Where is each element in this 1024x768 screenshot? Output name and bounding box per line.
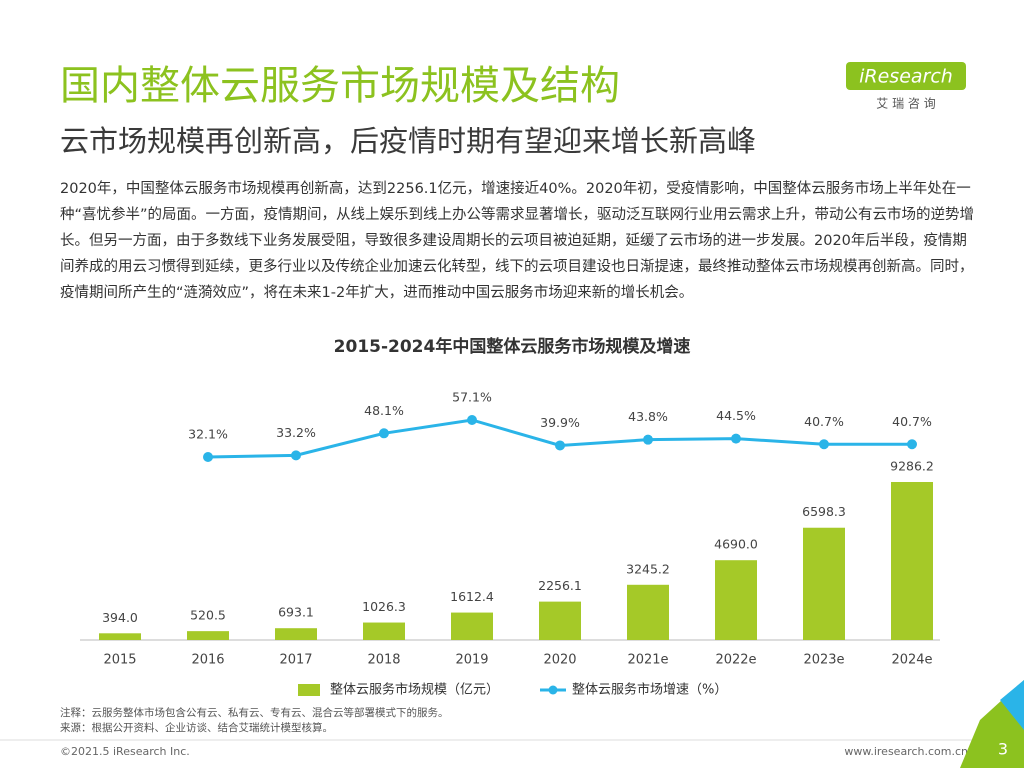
note: 来源：根据公开资料、企业访谈、结合艾瑞统计模型核算。 <box>60 721 333 734</box>
legend-symbol <box>298 684 320 696</box>
data-label: 1026.3 <box>362 599 406 614</box>
data-label: 394.0 <box>102 610 138 625</box>
body-text: 2020年，中国整体云服务市场规模再创新高，达到2256.1亿元，增速接近40%… <box>60 181 975 301</box>
point <box>291 450 301 461</box>
page-number: 3 <box>998 740 1008 759</box>
point <box>379 428 389 439</box>
bar <box>627 584 669 640</box>
data-label: 1612.4 <box>450 589 494 604</box>
data-label: 40.7% <box>892 414 932 429</box>
x-tick-label: 2021e <box>627 653 668 668</box>
data-label: 4690.0 <box>714 537 758 552</box>
bar <box>275 628 317 640</box>
x-tick-label: 2017 <box>279 653 312 668</box>
bar <box>891 482 933 640</box>
data-label: 48.1% <box>364 403 404 418</box>
corner-decor <box>1000 680 1024 730</box>
data-label: 40.7% <box>804 414 844 429</box>
copyright: ©2021.5 iResearch Inc. <box>60 745 190 758</box>
data-label: 43.8% <box>628 409 668 424</box>
data-label: 520.5 <box>190 608 226 623</box>
data-label: 32.1% <box>188 426 228 441</box>
logo-name: iResearch <box>859 66 953 88</box>
legend-symbol <box>548 685 558 695</box>
x-tick-label: 2018 <box>367 653 400 668</box>
logo-box <box>846 62 966 90</box>
note: 注释：云服务整体市场包含公有云、私有云、专有云、混合云等部署模式下的服务。 <box>60 706 449 719</box>
data-label: 44.5% <box>716 408 756 423</box>
data-label: 693.1 <box>278 605 314 620</box>
x-tick-label: 2022e <box>715 653 756 668</box>
point <box>907 439 917 450</box>
logo-sub: 艾 瑞 咨 询 <box>876 96 935 111</box>
point <box>555 440 565 451</box>
bar <box>99 633 141 640</box>
x-tick-label: 2023e <box>803 653 844 668</box>
x-tick-label: 2020 <box>543 653 576 668</box>
data-label: 9286.2 <box>890 459 934 474</box>
bar <box>539 601 581 640</box>
website: www.iresearch.com.cn <box>844 745 968 758</box>
point <box>203 451 213 462</box>
x-tick-label: 2019 <box>455 653 488 668</box>
bar <box>451 612 493 640</box>
x-tick-label: 2015 <box>103 653 136 668</box>
data-label: 33.2% <box>276 425 316 440</box>
point <box>467 414 477 425</box>
slide-title: 国内整体云服务市场规模及结构 <box>60 63 620 109</box>
bar <box>715 560 757 640</box>
bar <box>803 527 845 640</box>
data-label: 2256.1 <box>538 578 582 593</box>
point <box>731 433 741 444</box>
legend-label: 整体云服务市场增速（%） <box>572 682 727 698</box>
data-label: 39.9% <box>540 415 580 430</box>
chart-title: 2015-2024年中国整体云服务市场规模及增速 <box>334 336 691 357</box>
point <box>643 434 653 445</box>
data-label: 6598.3 <box>802 504 846 519</box>
slide-subtitle: 云市场规模再创新高，后疫情时期有望迎来增长新高峰 <box>60 124 756 158</box>
x-tick-label: 2024e <box>891 653 932 668</box>
x-tick-label: 2016 <box>191 653 224 668</box>
data-label: 3245.2 <box>626 561 670 576</box>
point <box>819 439 829 450</box>
bar <box>187 631 229 640</box>
data-label: 57.1% <box>452 389 492 404</box>
legend-label: 整体云服务市场规模（亿元） <box>330 682 499 698</box>
bar <box>363 622 405 640</box>
